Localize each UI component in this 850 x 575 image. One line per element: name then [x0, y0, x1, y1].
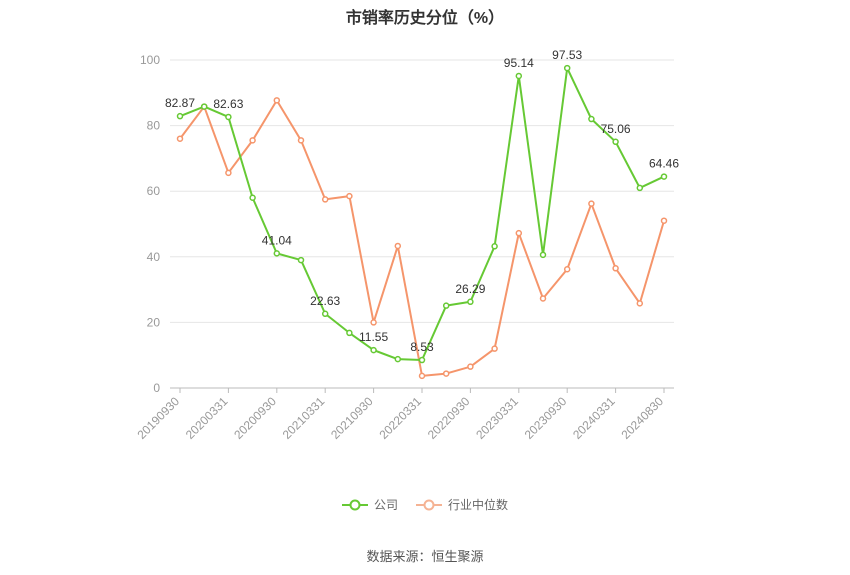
data-point[interactable] [249, 137, 256, 144]
data-label: 64.46 [649, 157, 679, 171]
data-label: 95.14 [504, 56, 534, 70]
x-tick-label: 20230930 [522, 394, 570, 442]
data-point[interactable] [467, 298, 474, 306]
data-point[interactable] [297, 256, 305, 264]
data-point[interactable] [467, 363, 474, 370]
data-point[interactable] [418, 372, 426, 380]
x-tick-label: 20200930 [231, 394, 279, 442]
y-tick-label: 60 [147, 184, 161, 198]
data-labels: 82.87 82.63 41.04 22.63 11.55 8.53 26.29 95.14 9… [165, 48, 679, 354]
x-tick-label: 20220930 [425, 394, 473, 442]
data-point[interactable] [321, 310, 329, 318]
y-tick-label: 40 [147, 250, 161, 264]
source-note: 数据来源：恒生聚源 [366, 549, 484, 564]
series-line-0 [179, 67, 665, 362]
x-tick-label: 20210331 [280, 394, 328, 442]
chart-title: 市销率历史分位（%） [345, 10, 505, 27]
data-point[interactable] [539, 251, 547, 259]
legend-company-label: 公司 [373, 498, 398, 512]
data-point[interactable] [612, 265, 619, 272]
x-tick-label: 20240830 [618, 394, 666, 442]
data-point[interactable] [612, 138, 619, 146]
data-point[interactable] [515, 72, 523, 80]
legend: 公司 行业中位数 [0, 496, 850, 513]
x-tick-label: 20220331 [376, 394, 424, 442]
x-tick-label: 20240331 [570, 394, 618, 442]
legend-company-marker [341, 499, 368, 510]
data-point[interactable] [273, 250, 281, 257]
data-point[interactable] [491, 243, 498, 250]
data-label: 82.63 [213, 97, 243, 111]
legend-industry-marker [416, 499, 442, 510]
legend-item-company[interactable]: 公司 [341, 496, 398, 513]
data-point[interactable] [346, 192, 353, 200]
y-tick-label: 0 [153, 381, 160, 395]
data-point[interactable] [660, 217, 668, 224]
y-axis: 0 20 40 60 80 100 [140, 53, 160, 395]
data-point[interactable] [563, 64, 571, 72]
data-point[interactable] [176, 112, 184, 120]
data-point[interactable] [491, 345, 498, 352]
data-point[interactable] [346, 329, 353, 337]
x-tick-label: 20190930 [134, 394, 182, 442]
data-label: 8.53 [410, 340, 434, 354]
data-point[interactable] [321, 196, 329, 203]
x-tick-label: 20230331 [473, 394, 521, 442]
data-label: 41.04 [262, 233, 292, 247]
data-point[interactable] [200, 103, 208, 110]
data-point[interactable] [636, 300, 644, 307]
data-point[interactable] [225, 169, 232, 177]
data-point[interactable] [588, 115, 595, 123]
data-point[interactable] [442, 302, 450, 309]
data-label: 97.53 [552, 48, 582, 62]
data-label: 11.55 [359, 330, 388, 344]
data-point[interactable] [588, 200, 595, 207]
x-axis: 20190930 20200331 20200930 20210331 20210930… [134, 387, 674, 442]
data-label: 82.87 [165, 96, 195, 110]
x-tick-label: 20210930 [328, 394, 376, 442]
data-label: 75.06 [601, 122, 631, 136]
series-layer [176, 64, 668, 380]
data-label: 22.63 [310, 294, 340, 308]
data-point[interactable] [539, 295, 547, 302]
data-point[interactable] [273, 97, 281, 104]
data-point[interactable] [636, 184, 644, 192]
y-tick-label: 80 [147, 119, 161, 133]
legend-item-industry-median[interactable]: 行业中位数 [416, 496, 508, 513]
y-tick-label: 20 [147, 315, 161, 329]
data-point[interactable] [563, 266, 571, 273]
data-point[interactable] [176, 135, 184, 142]
x-tick-label: 20200331 [183, 394, 231, 442]
legend-industry-label: 行业中位数 [448, 498, 509, 512]
data-point[interactable] [249, 194, 256, 202]
data-label: 26.29 [455, 282, 485, 296]
y-tick-label: 100 [140, 53, 160, 67]
data-point[interactable] [394, 242, 402, 250]
data-point[interactable] [225, 113, 232, 121]
data-point[interactable] [418, 356, 426, 364]
data-point[interactable] [370, 319, 377, 326]
data-point[interactable] [370, 346, 377, 354]
data-point[interactable] [394, 355, 402, 363]
data-point[interactable] [297, 137, 305, 144]
data-point[interactable] [442, 370, 450, 377]
data-point[interactable] [660, 173, 668, 180]
data-point[interactable] [515, 229, 523, 237]
